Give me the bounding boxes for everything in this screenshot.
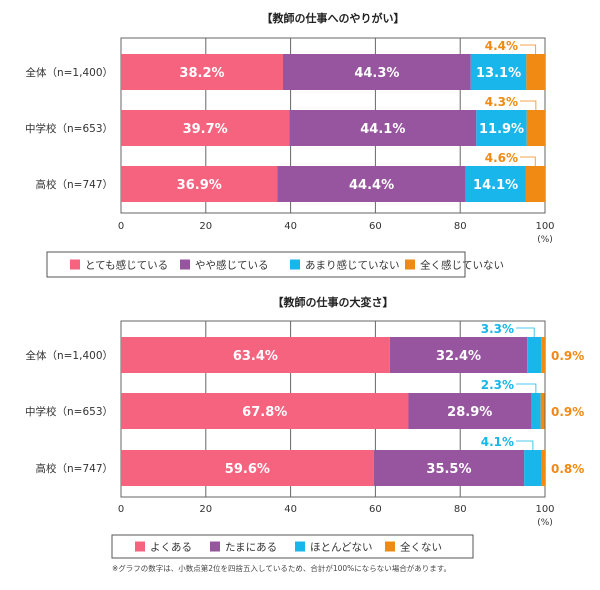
- data-label: 63.4%: [233, 349, 278, 364]
- chart-2: 【教師の仕事の大変さ】 0 20 40 60 80 100 (%) 全体（n=1,400） 63.…: [25, 295, 584, 559]
- x-tick-label: 40: [284, 221, 297, 232]
- bar-segment: [527, 337, 542, 373]
- x-tick-label: 60: [369, 221, 382, 232]
- data-label: 44.4%: [349, 178, 394, 193]
- bar-segment: [121, 166, 278, 202]
- legend-label: 全くない: [400, 541, 442, 554]
- legend-label: 全く感じていない: [420, 259, 504, 272]
- category-label: 中学校（n=653）: [25, 405, 113, 418]
- bar-segment: [277, 166, 466, 202]
- leader-line: [516, 383, 537, 393]
- data-label: 36.9%: [177, 178, 222, 193]
- data-label: 14.1%: [473, 178, 518, 193]
- bar-segment: [465, 166, 526, 202]
- x-tick-label: 20: [199, 221, 212, 232]
- legend-swatch: [385, 541, 395, 552]
- x-tick-label: 80: [454, 221, 467, 232]
- legend-box: [111, 534, 474, 559]
- legend-label: たまにある: [225, 542, 277, 554]
- legend-label: あまり感じていない: [305, 259, 400, 272]
- bar-segment: [526, 54, 545, 90]
- data-label: 4.4%: [485, 39, 518, 53]
- bar-segment: [541, 337, 545, 373]
- x-tick-label: 100: [535, 504, 554, 515]
- bar-segment: [121, 337, 390, 373]
- leader-line: [516, 327, 535, 337]
- x-unit-label: (%): [537, 518, 553, 528]
- data-label: 59.6%: [225, 462, 270, 477]
- data-label: 35.5%: [426, 462, 471, 477]
- chart-1: 【教師の仕事へのやりがい】 0 20 40 60 80 100 (%) 全体（n=1,400） 3…: [25, 11, 555, 278]
- x-unit-label: (%): [537, 235, 553, 245]
- bar-segment: [476, 110, 527, 146]
- x-tick-label: 20: [199, 504, 212, 515]
- chart-title: 【教師の仕事の大変さ】: [273, 295, 394, 309]
- legend-label: とても感じている: [85, 259, 168, 272]
- data-label: 4.3%: [485, 95, 518, 109]
- category-label: 高校（n=747）: [36, 178, 114, 191]
- bar-segment: [470, 54, 527, 90]
- data-label: 4.6%: [485, 151, 518, 165]
- bar-segment: [531, 393, 541, 429]
- legend-box: [46, 251, 466, 278]
- data-label: 67.8%: [242, 405, 287, 420]
- bar-segment: [526, 110, 545, 146]
- chart-title: 【教師の仕事へのやりがい】: [262, 11, 405, 25]
- bar-segment: [121, 110, 290, 146]
- x-tick-label: 80: [454, 504, 467, 515]
- leader-line: [520, 156, 536, 166]
- bar-segment: [541, 450, 545, 486]
- bar-segment: [524, 450, 542, 486]
- data-label: 38.2%: [179, 66, 224, 81]
- legend-swatch: [135, 541, 145, 552]
- data-label: 44.1%: [360, 122, 405, 137]
- category-label: 高校（n=747）: [36, 462, 114, 475]
- x-tick-label: 100: [535, 221, 554, 232]
- legend-label: ほとんどない: [310, 542, 372, 554]
- bar-segment: [121, 54, 283, 90]
- x-tick-label: 0: [118, 221, 124, 232]
- data-label: 2.3%: [481, 378, 514, 392]
- legend-label: やや感じている: [195, 259, 269, 272]
- legend-swatch: [210, 541, 220, 552]
- category-label: 全体（n=1,400）: [25, 349, 113, 362]
- data-label: 44.3%: [354, 66, 399, 81]
- data-label: 0.9%: [551, 405, 584, 419]
- leader-line: [520, 44, 537, 54]
- bar-segment: [408, 393, 532, 429]
- leader-line: [516, 440, 534, 450]
- bar-segment: [525, 166, 545, 202]
- bar-segment: [121, 393, 409, 429]
- legend-swatch: [405, 259, 415, 270]
- bar-segment: [540, 393, 545, 429]
- legend-label: よくある: [150, 542, 192, 554]
- data-label: 28.9%: [447, 405, 492, 420]
- data-label: 32.4%: [436, 349, 481, 364]
- data-label: 3.3%: [481, 322, 514, 336]
- data-label: 39.7%: [183, 122, 228, 137]
- x-tick-label: 40: [284, 504, 297, 515]
- footnote: ※グラフの数字は、小数点第2位を四捨五入しているため、合計が100%にならない場…: [112, 563, 451, 573]
- legend-swatch: [180, 259, 190, 270]
- bar-segment: [289, 110, 477, 146]
- x-tick-label: 0: [118, 504, 124, 515]
- bar-segment: [389, 337, 528, 373]
- bar-segment: [373, 450, 525, 486]
- data-label: 11.9%: [479, 122, 524, 137]
- category-label: 全体（n=1,400）: [25, 66, 113, 79]
- legend-swatch: [290, 259, 300, 270]
- leader-line: [520, 100, 537, 110]
- legend-swatch: [70, 259, 80, 270]
- data-label: 0.9%: [551, 349, 584, 363]
- x-tick-label: 60: [369, 504, 382, 515]
- data-label: 4.1%: [481, 435, 514, 449]
- bar-segment: [282, 54, 471, 90]
- data-label: 13.1%: [476, 66, 521, 81]
- category-label: 中学校（n=653）: [25, 122, 113, 135]
- bar-segment: [121, 450, 374, 486]
- legend-swatch: [295, 541, 305, 552]
- data-label: 0.8%: [551, 462, 584, 476]
